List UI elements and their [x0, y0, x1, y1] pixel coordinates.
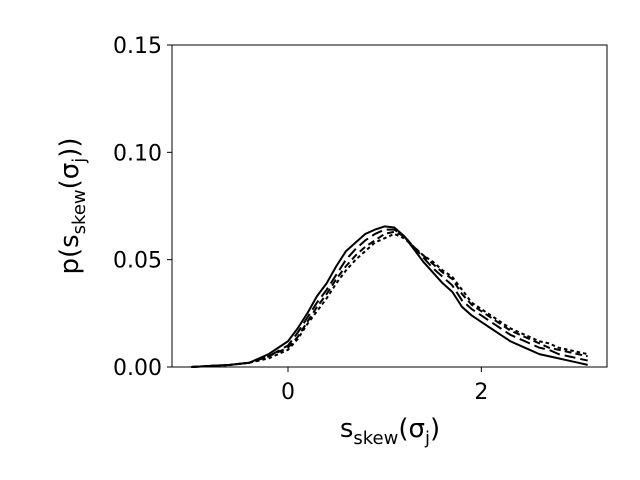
y-axis-label-close: )) — [55, 137, 85, 157]
y-tick-label: 0.00 — [113, 356, 162, 381]
x-axis-label-sub: skew — [353, 428, 398, 449]
series-line-3 — [191, 230, 588, 368]
y-tick-label: 0.15 — [113, 34, 162, 59]
y-axis-label-sub: skew — [69, 189, 90, 234]
tick-layer: 0 2 0.00 0.05 0.10 0.15 — [113, 34, 488, 405]
x-axis-label-inner-sub: j — [424, 428, 430, 449]
series-line-4 — [191, 232, 588, 368]
y-tick-label: 0.05 — [113, 249, 162, 274]
x-tick-label: 2 — [474, 380, 488, 405]
y-axis-label-base: p(s — [55, 234, 85, 274]
x-axis-label-close: ) — [430, 414, 440, 444]
y-tick-label: 0.10 — [113, 141, 162, 166]
y-axis-label-open: (σ — [55, 163, 85, 190]
x-axis-label: sskew(σj) — [340, 414, 440, 449]
series-line-1 — [191, 225, 588, 368]
y-axis-label-inner-sub: j — [69, 158, 90, 164]
y-axis-label: p(sskew(σj)) — [55, 137, 90, 274]
x-axis-label-base: s — [340, 414, 354, 444]
x-axis-label-open: (σ — [398, 414, 425, 444]
series-layer — [191, 225, 588, 368]
plot-area-frame — [171, 44, 608, 368]
x-tick-label: 0 — [281, 380, 295, 405]
